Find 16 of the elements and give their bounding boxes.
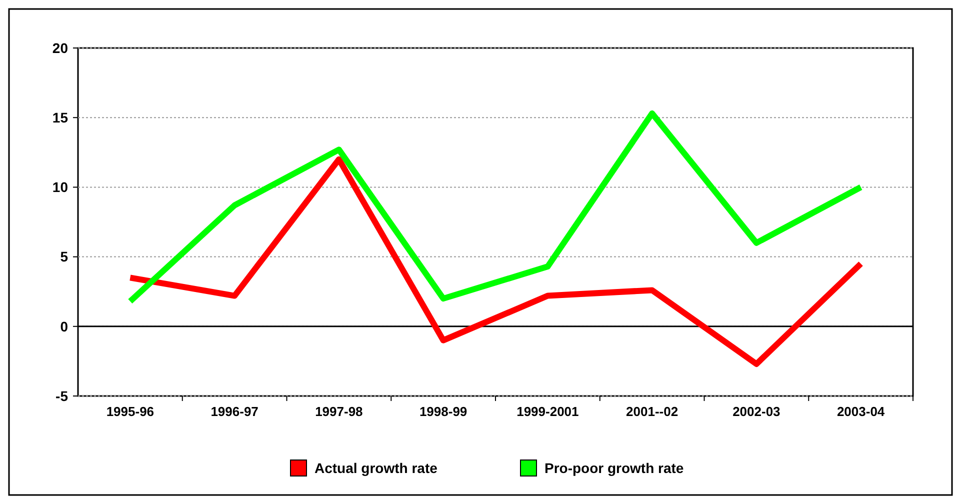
x-tick-label: 1999-2001 [516, 404, 579, 419]
x-tick-label: 2001--02 [626, 404, 678, 419]
legend-label: Actual growth rate [314, 460, 438, 476]
x-tick-label: 1998-99 [419, 404, 468, 419]
x-tick-label: 2003-04 [836, 404, 886, 419]
y-tick-label: 0 [60, 318, 68, 334]
x-tick-label: 1995-96 [106, 404, 154, 419]
y-tick-label: 20 [52, 40, 68, 56]
legend-label: Pro-poor growth rate [544, 460, 684, 476]
x-tick-label: 2002-03 [732, 404, 780, 419]
y-tick-label: 15 [52, 110, 68, 126]
x-tick-label: 1997-98 [315, 404, 363, 419]
y-tick-label: -5 [56, 388, 68, 404]
y-tick-label: 10 [52, 179, 68, 196]
y-tick-label: 5 [60, 248, 68, 265]
x-tick-label: 1996-97 [210, 404, 258, 419]
